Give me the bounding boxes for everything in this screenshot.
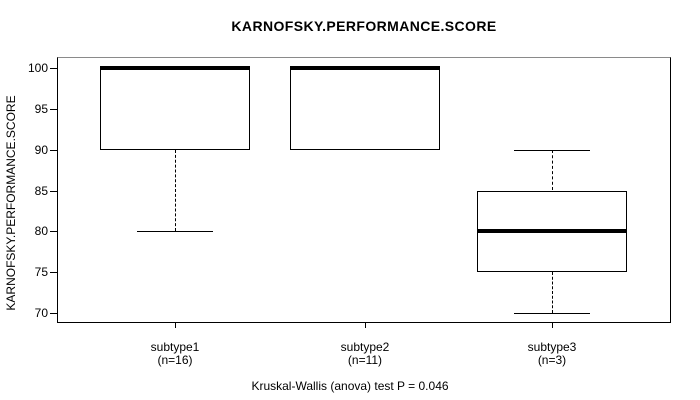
median-line	[100, 66, 250, 70]
y-tick-label: 95	[34, 102, 48, 116]
y-tick-mark	[50, 313, 57, 314]
y-tick-label: 75	[34, 265, 48, 279]
y-tick-label: 80	[34, 224, 48, 238]
lower-whisker-cap	[514, 313, 590, 314]
x-group-size: (n=11)	[347, 353, 383, 367]
x-tick-mark	[552, 323, 553, 328]
x-group-size: (n=16)	[157, 353, 193, 367]
median-line	[290, 66, 440, 70]
stat-test-caption: Kruskal-Wallis (anova) test P = 0.046	[251, 379, 449, 393]
x-group-size: (n=3)	[537, 353, 567, 367]
chart-title: KARNOFSKY.PERFORMANCE.SCORE	[231, 18, 497, 34]
upper-whisker-line	[552, 149, 553, 191]
x-group-name: subtype2	[340, 340, 390, 354]
y-tick-mark	[50, 191, 57, 192]
y-tick-mark	[50, 272, 57, 273]
box	[100, 68, 250, 150]
lower-whisker-line	[175, 149, 176, 232]
y-tick-label: 90	[34, 143, 48, 157]
y-tick-label: 85	[34, 184, 48, 198]
y-tick-label: 70	[34, 306, 48, 320]
lower-whisker-line	[552, 272, 553, 313]
x-group-name: subtype3	[527, 340, 577, 354]
x-group-label: subtype3 (n=3)	[472, 341, 632, 367]
upper-whisker-cap	[514, 150, 590, 151]
y-tick-label: 100	[27, 61, 48, 75]
y-tick-mark	[50, 68, 57, 69]
y-tick-mark	[50, 231, 57, 232]
lower-whisker-cap	[137, 231, 213, 232]
x-group-name: subtype1	[150, 340, 200, 354]
y-tick-mark	[50, 150, 57, 151]
box	[290, 68, 440, 150]
x-tick-mark	[175, 323, 176, 328]
x-group-label: subtype1 (n=16)	[95, 341, 255, 367]
x-group-label: subtype2 (n=11)	[285, 341, 445, 367]
median-line	[477, 229, 627, 234]
y-tick-mark	[50, 109, 57, 110]
x-tick-mark	[365, 323, 366, 328]
plot-area: 70 75 80 85 90 95 100	[28, 57, 671, 328]
